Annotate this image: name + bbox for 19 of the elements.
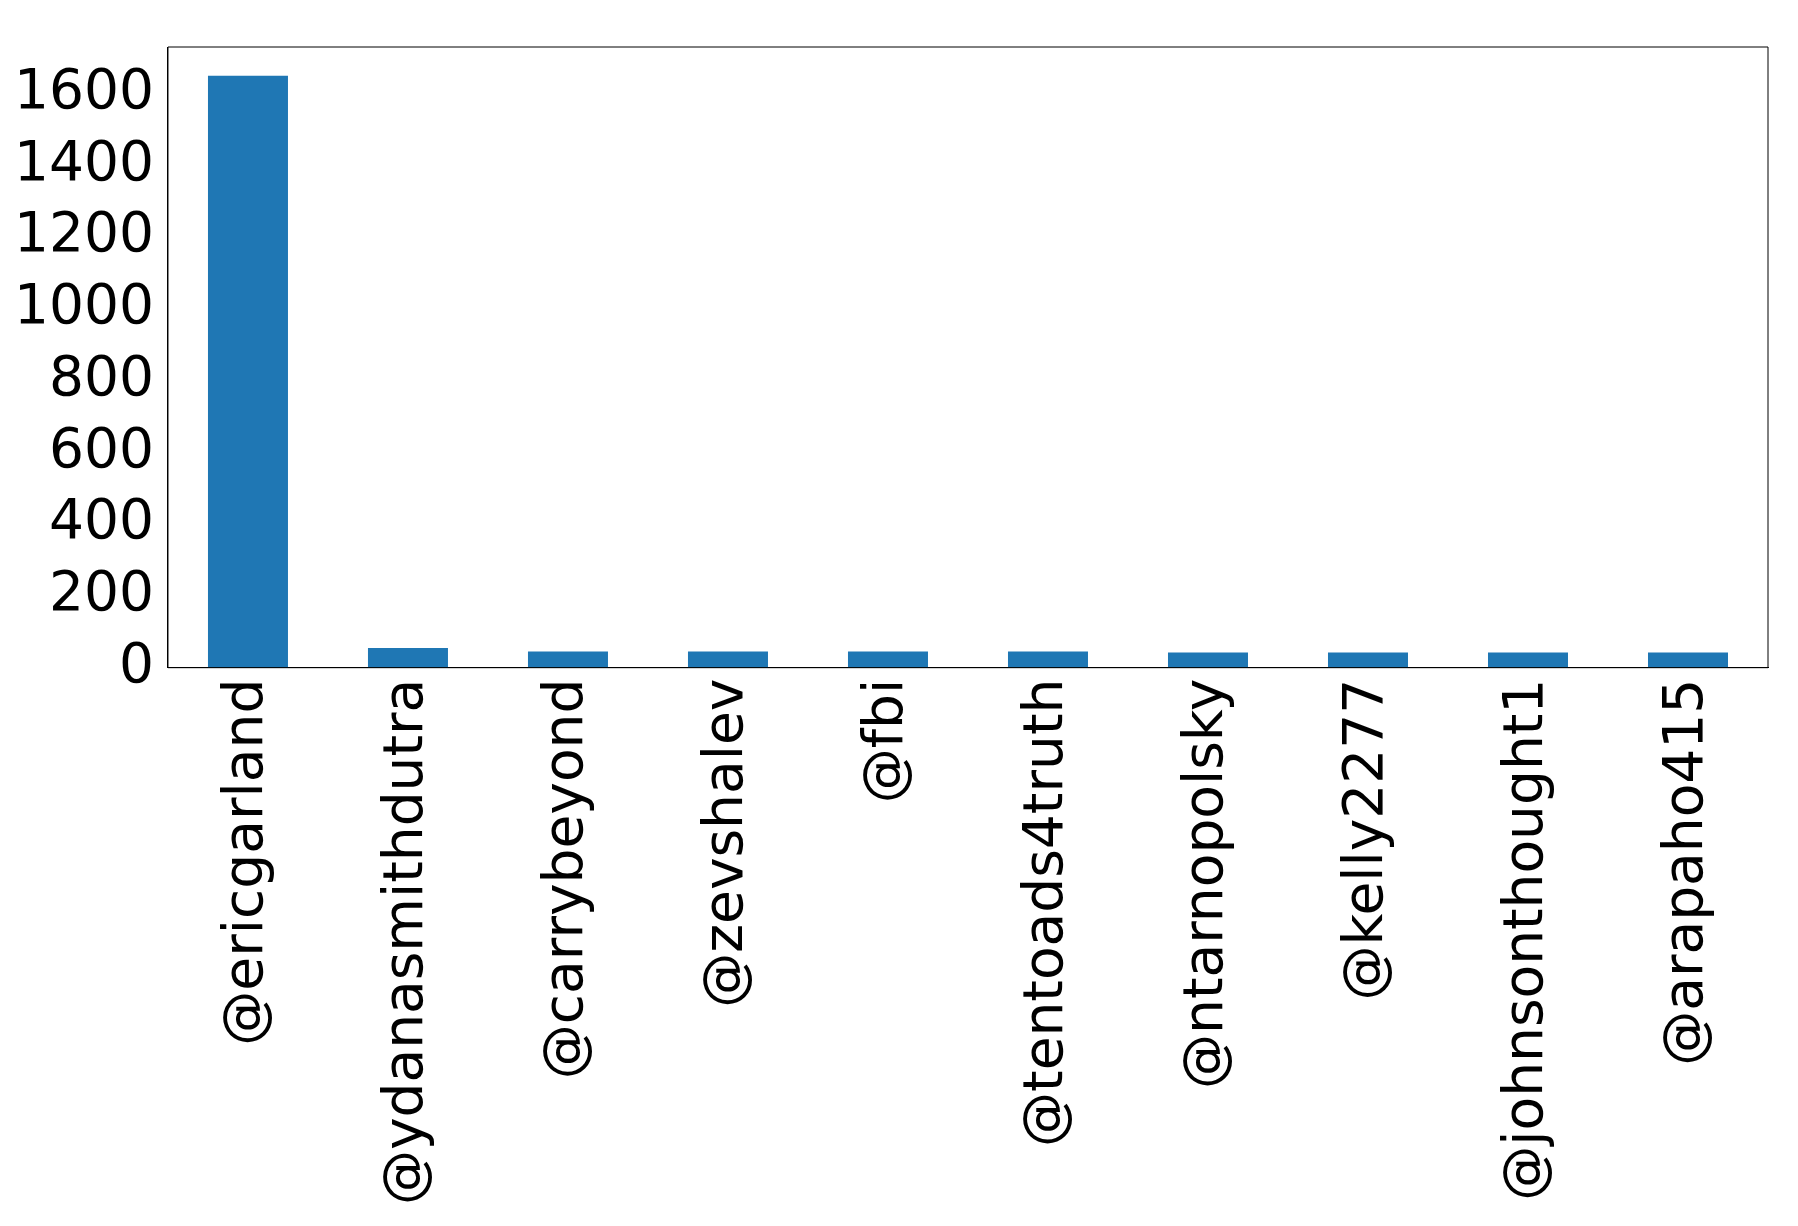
x-tick-label: @ydanasmithdutra xyxy=(371,678,436,1206)
y-tick-label: 1200 xyxy=(13,200,154,265)
y-tick-label: 1000 xyxy=(13,272,154,337)
y-tick-label: 600 xyxy=(48,415,154,480)
y-tick-label: 0 xyxy=(118,630,154,695)
x-tick-label: @tentoads4truth xyxy=(1011,678,1076,1147)
y-tick-label: 1600 xyxy=(13,56,154,121)
x-tick-label: @kelly2277 xyxy=(1331,678,1396,1001)
x-tick-label: @zevshalev xyxy=(691,678,756,1008)
y-tick-label: 400 xyxy=(48,487,154,552)
x-tick-label: @johnsonthought1 xyxy=(1491,678,1556,1201)
x-tick-label: @arapaho415 xyxy=(1651,678,1716,1066)
y-tick-label: 800 xyxy=(48,343,154,408)
y-tick-label: 1400 xyxy=(13,128,154,193)
x-tick-label: @carrybeyond xyxy=(531,678,596,1080)
x-tick-label: @ntarnopolsky xyxy=(1171,678,1236,1089)
y-tick-label: 200 xyxy=(48,559,154,624)
x-tick-label: @fbi xyxy=(851,678,916,804)
x-tick-label: @ericgarland xyxy=(211,678,276,1046)
